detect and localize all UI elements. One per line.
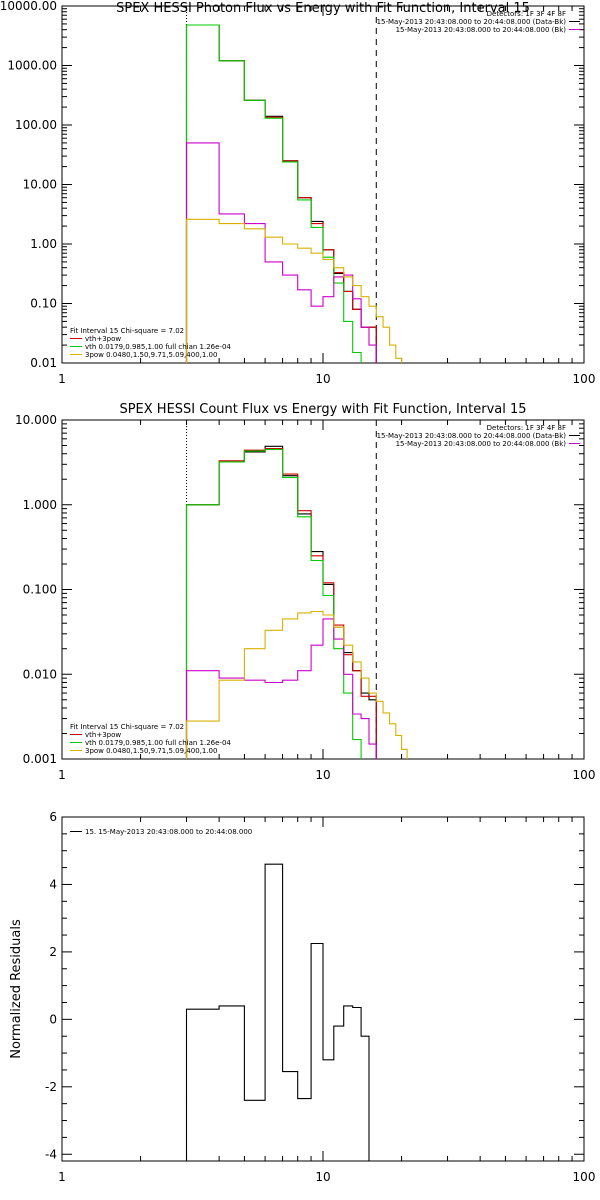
chart-title: SPEX HESSI Count Flux vs Energy with Fit… xyxy=(119,402,526,417)
y-tick-label: 6 xyxy=(49,810,57,824)
series-line-2 xyxy=(185,24,377,363)
series-line-1 xyxy=(185,24,377,363)
y-tick-label: 1.000 xyxy=(23,498,57,512)
series-group xyxy=(185,24,403,363)
legend-text: 3pow 0.0480,1.50,9.71,5.09,400,1.00 xyxy=(85,351,217,359)
y-tick-label: 0.100 xyxy=(23,583,57,597)
series-group xyxy=(185,445,418,759)
y-tick-label: 4 xyxy=(49,877,57,891)
x-tick-label: 100 xyxy=(573,372,596,386)
series-line-4 xyxy=(185,618,377,759)
series-line-4 xyxy=(185,142,377,363)
legend-text: 15-May-2013 20:43:08.000 to 20:44:08.000… xyxy=(396,26,567,34)
x-tick-label: 1 xyxy=(58,1170,66,1184)
series-line-3 xyxy=(185,24,362,363)
y-tick-label: 0 xyxy=(49,1012,57,1026)
legend-text: 15-May-2013 20:43:08.000 to 20:44:08.000… xyxy=(377,432,567,440)
y-tick-label: 10000.00 xyxy=(0,0,57,13)
panel-2: SPEX HESSI Count Flux vs Energy with Fit… xyxy=(15,402,595,782)
legend-text: 15-May-2013 20:43:08.000 to 20:44:08.000… xyxy=(377,18,567,26)
legend-text: Detectors: 1F 3F 4F 8F xyxy=(487,10,566,18)
x-tick-label: 100 xyxy=(573,768,596,782)
legend-text: vth 0.0179,0.985,1.00 full chian 1.26e-0… xyxy=(85,343,231,351)
series-line-2 xyxy=(185,448,377,759)
x-tick-label: 100 xyxy=(573,1170,596,1184)
legend-text: vth+3pow xyxy=(85,335,121,343)
x-tick-label: 1 xyxy=(58,768,66,782)
x-tick-label: 10 xyxy=(315,372,330,386)
panel-1: SPEX HESSI Photon Flux vs Energy with Fi… xyxy=(0,0,595,386)
series-line-3 xyxy=(185,448,362,759)
y-tick-label: 0.10 xyxy=(30,297,57,311)
plot-frame xyxy=(61,5,585,364)
y-tick-label: 10.00 xyxy=(23,178,57,192)
legend-text: vth+3pow xyxy=(85,731,121,739)
legend-text: Detectors: 1F 3F 4F 8F xyxy=(487,424,566,432)
y-tick-label: 10.000 xyxy=(15,413,57,427)
y-tick-label: 1000.00 xyxy=(7,59,57,73)
y-tick-label: 1.00 xyxy=(30,237,57,251)
y-tick-label: 0.01 xyxy=(30,356,57,370)
legend-text: Fit Interval 15 Chi-square = 7.02 xyxy=(70,327,184,335)
legend-text: 15-May-2013 20:43:08.000 to 20:44:08.000… xyxy=(396,440,567,448)
series-line-5 xyxy=(185,218,403,363)
y-tick-label: 2 xyxy=(49,945,57,959)
y-tick-label: -2 xyxy=(45,1080,57,1094)
x-tick-label: 10 xyxy=(315,1170,330,1184)
series-line-1 xyxy=(185,445,377,759)
x-tick-label: 1 xyxy=(58,372,66,386)
legend-text: Fit Interval 15 Chi-square = 7.02 xyxy=(70,723,184,731)
legend-text: 15. 15-May-2013 20:43:08.000 to 20:44:08… xyxy=(85,828,252,836)
x-tick-label: 10 xyxy=(315,768,330,782)
series-group xyxy=(185,863,377,1161)
series-line-1 xyxy=(185,863,377,1161)
legend-text: vth 0.0179,0.985,1.00 full chian 1.26e-0… xyxy=(85,739,231,747)
y-tick-label: 0.010 xyxy=(23,667,57,681)
y-axis-label: Normalized Residuals xyxy=(9,919,24,1059)
panel-3: Normalized Residuals 1 10 100 -4 -2 0 2 4 6 15. 15… xyxy=(9,810,595,1184)
series-line-5 xyxy=(185,610,418,759)
legend-text: 3pow 0.0480,1.50,9.71,5.09,400,1.00 xyxy=(85,747,217,755)
y-tick-label: -4 xyxy=(45,1147,57,1161)
y-tick-label: 100.00 xyxy=(15,118,57,132)
y-tick-label: 0.001 xyxy=(23,752,57,766)
